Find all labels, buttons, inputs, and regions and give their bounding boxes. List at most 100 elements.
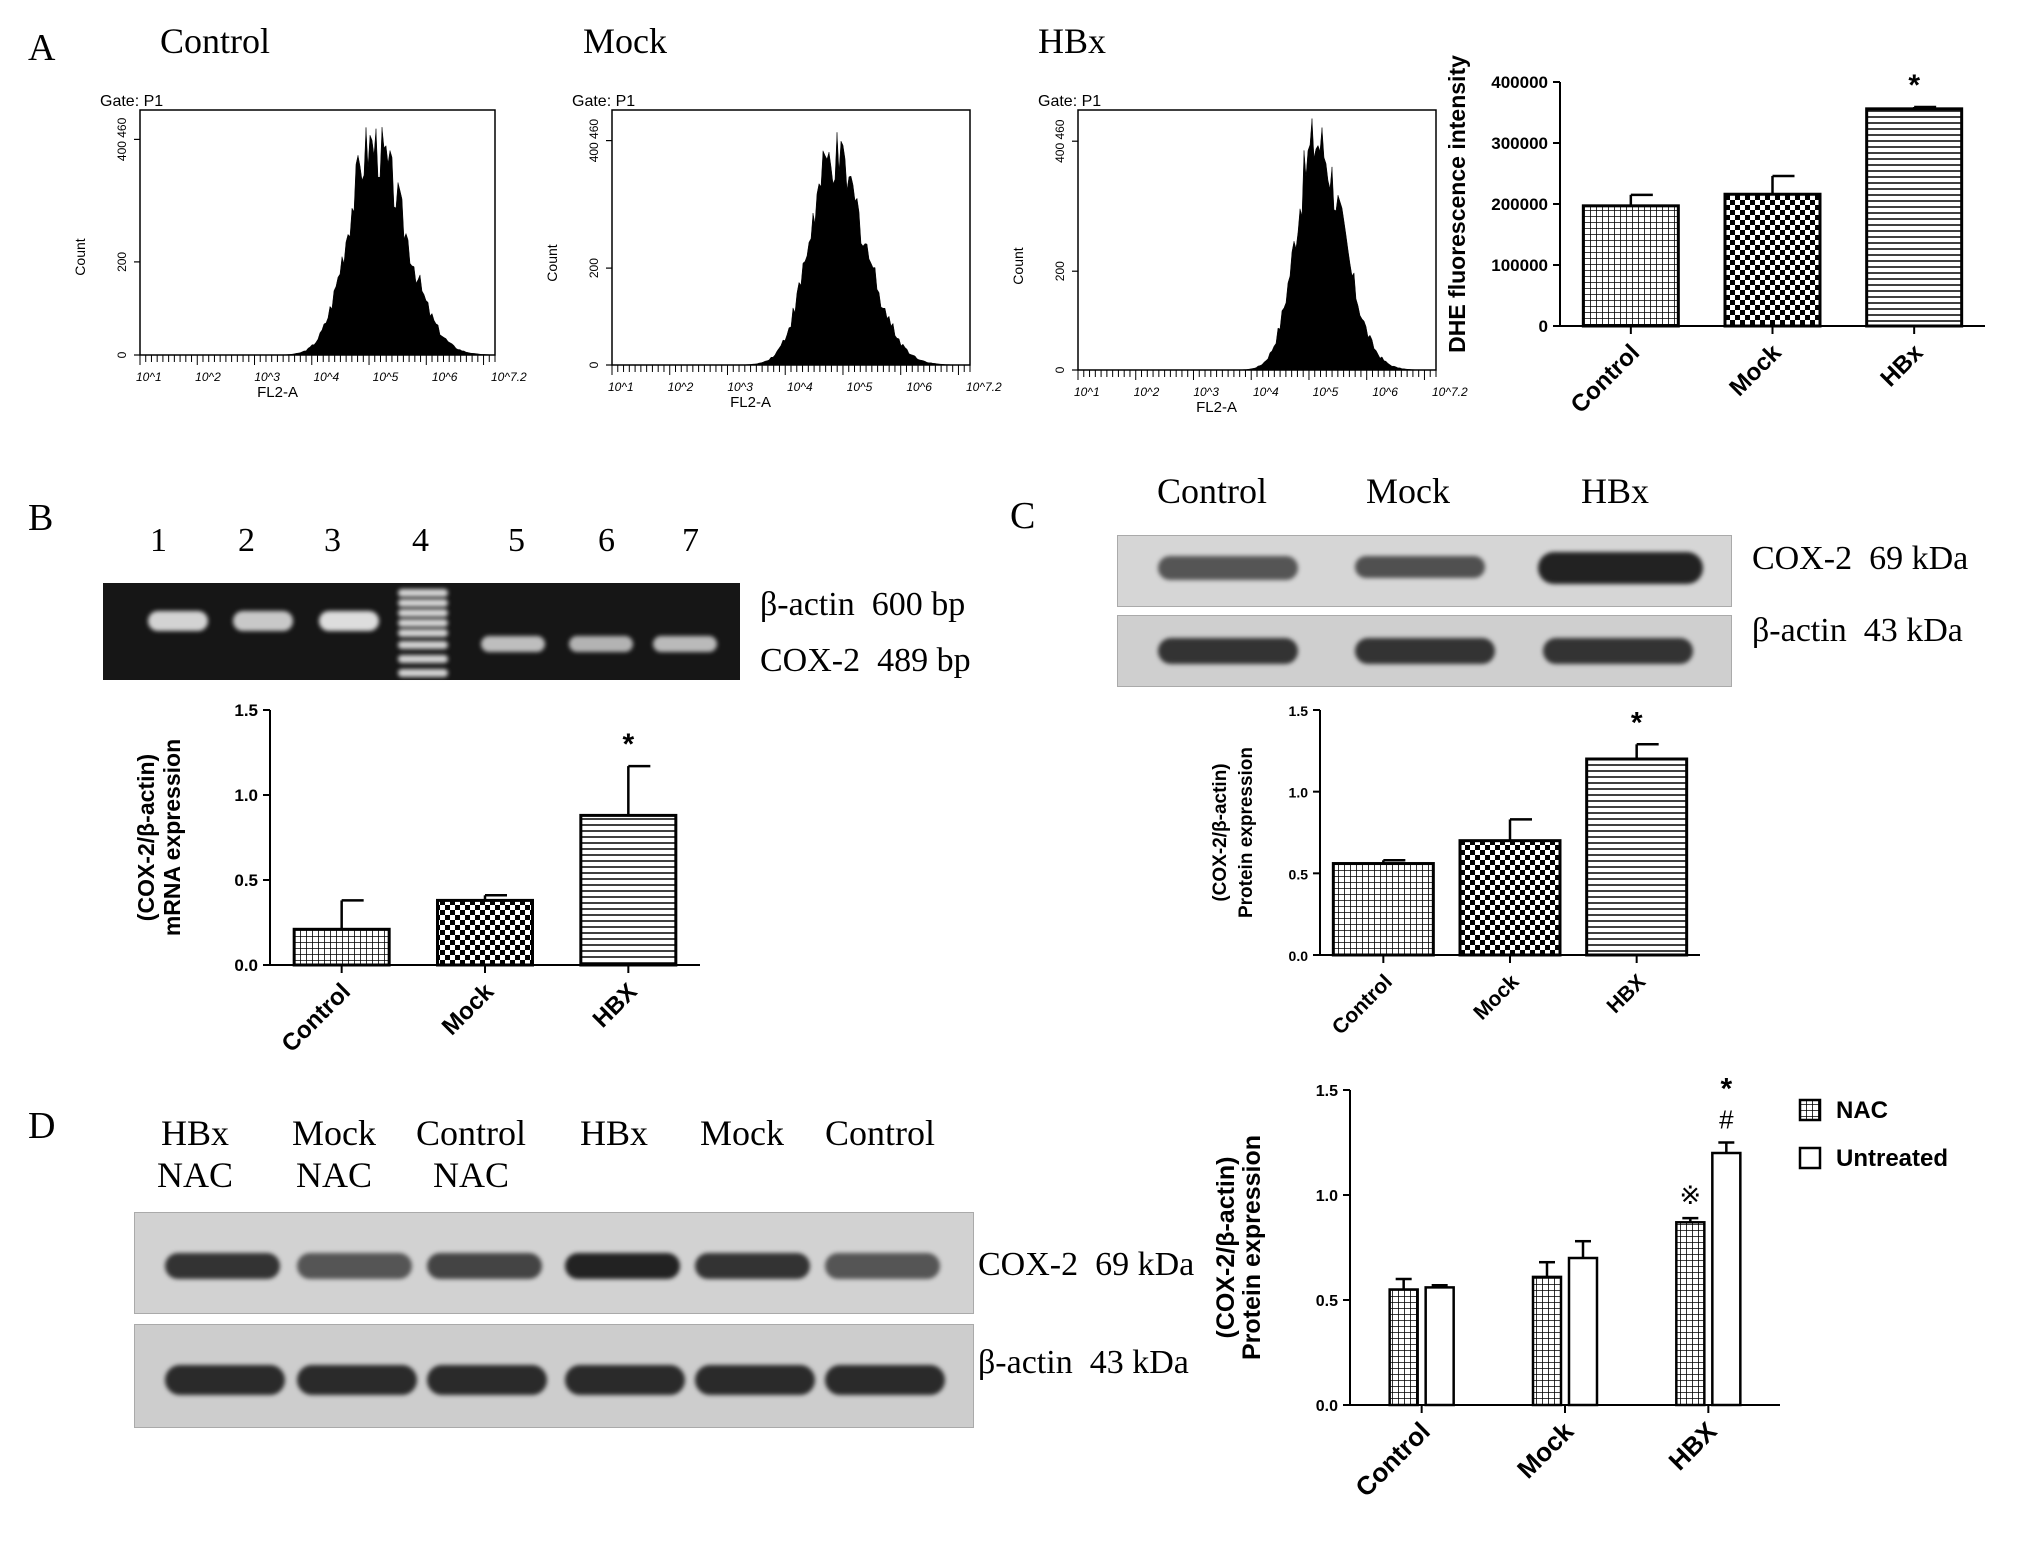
blot-d-actin-band-6	[825, 1365, 945, 1395]
blot-d-lane-label: Mock	[292, 1113, 376, 1153]
chart-ytick-label: 300000	[1491, 134, 1548, 153]
histogram-xtick-label: 10^3	[254, 370, 280, 384]
chart-ytick-label: 0.0	[1289, 948, 1309, 964]
blot-d-lane-label: Control	[825, 1113, 936, 1153]
blot-c-cox2-band-mock	[1355, 556, 1485, 578]
gel-lane-4: 4	[412, 522, 429, 559]
chart-ytick-label: 0.0	[234, 956, 258, 975]
chart-bar-nac	[1388, 1288, 1419, 1407]
panel-c-letter: C	[1010, 495, 1036, 537]
blot-c-lane-hbx: HBx	[1581, 471, 1650, 511]
histogram-xtick-label: 10^7.2	[491, 370, 527, 384]
gel-lane-7: 7	[682, 522, 699, 559]
blot-d-cox2-band-2	[297, 1253, 412, 1279]
chart-bar	[292, 927, 391, 967]
chart-protein_d: 0.0 0.5 1.0 1.5 Protein expression(COX-2/β-a…	[1212, 1073, 1948, 1503]
histogram-xtick-label: 10^1	[608, 380, 634, 394]
chart-bar	[1458, 839, 1562, 957]
histogram-xtick-label: 10^7.2	[966, 380, 1002, 394]
gel-lane-numbers: 1 2 3 4 5 6 7	[100, 522, 740, 566]
gel-ladder-band	[398, 589, 448, 597]
blot-d-actin-band-3	[427, 1365, 547, 1395]
gel-lane-6: 6	[598, 522, 615, 559]
gel-ladder-band	[398, 609, 448, 617]
blot-d-lane-labels: HBx NAC Mock NAC Control NAC HBx Mock Control	[130, 1112, 990, 1212]
histogram-ylabel: Count	[72, 238, 88, 275]
histogram-xlabel: FL2-A	[1196, 399, 1237, 416]
histogram-xtick-label: 10^2	[1134, 385, 1160, 399]
chart-category-label: Mock	[437, 978, 500, 1041]
chart-significance-mark: *	[1720, 1073, 1732, 1106]
blot-c-actin-band-hbx	[1543, 638, 1693, 664]
chart-bar-untreated	[1424, 1286, 1455, 1407]
blot-c-lane-mock: Mock	[1366, 471, 1450, 511]
gel-ladder-band	[398, 669, 448, 677]
histogram-xtick-label: 10^2	[195, 370, 221, 384]
chart-bar	[1331, 862, 1435, 957]
histogram-ytick-label: 0	[1053, 366, 1067, 373]
chart-legend-swatch	[1798, 1098, 1822, 1122]
gel-lane-5: 5	[508, 522, 525, 559]
blot-d-lane-2: Mock NAC	[292, 1112, 376, 1196]
agarose-gel	[103, 583, 740, 680]
chart-category-label: HBX	[588, 978, 643, 1033]
chart-ytick-label: 0.0	[1316, 1398, 1338, 1415]
histogram-xlabel: FL2-A	[257, 384, 298, 401]
histogram-xtick-label: 10^4	[1253, 385, 1279, 399]
blot-d-actin-band-5	[695, 1365, 815, 1395]
gel-band-cox2-5	[481, 636, 545, 652]
chart-protein_c: 0.0 0.5 1.0 1.5 Protein expression(COX-2/β-a…	[1210, 703, 1700, 1039]
blot-c-lane-control: Control	[1157, 471, 1268, 511]
chart-significance-mark: *	[1908, 69, 1920, 102]
chart-ytick-label: 1.5	[1289, 703, 1309, 719]
chart-mrna: 0.0 0.5 1.0 1.5 mRNA expression(COX-2/β-acti…	[133, 701, 700, 1058]
chart-category-label: Control	[1566, 339, 1645, 418]
blot-d-lane-label: Control	[416, 1113, 527, 1153]
blot-c-cox2-band-control	[1158, 556, 1298, 580]
chart-ylabel: Protein expression	[1236, 747, 1257, 918]
histogram-ytick-label: 400 460	[587, 119, 601, 163]
histogram-xtick-label: 10^6	[1372, 385, 1398, 399]
blot-d-actin-band-2	[297, 1365, 417, 1395]
histogram-ytick-label: 0	[587, 361, 601, 368]
histogram-ytick-label: 200	[115, 252, 129, 272]
gel-band-cox2-6	[569, 636, 633, 652]
chart-category-label: Control	[1328, 970, 1397, 1039]
blot-d-actin-band-4	[565, 1365, 685, 1395]
blot-d-cox2-strip	[134, 1212, 974, 1314]
chart-ytick-label: 1.0	[1316, 1188, 1338, 1205]
histogram-gate-label: Gate: P1	[1038, 93, 1101, 110]
histogram-title-mock: Mock	[583, 21, 667, 61]
histogram-xtick-label: 10^4	[314, 370, 340, 384]
blot-d-lane-treatment: NAC	[295, 1155, 372, 1195]
chart-category-label: HBx	[1875, 339, 1929, 393]
gel-label-cox2: COX-2 489 bp	[760, 642, 971, 679]
blot-d-lane-4: HBx	[580, 1112, 648, 1154]
gel-lane-2: 2	[238, 522, 255, 559]
chart-significance-mark: *	[622, 728, 634, 761]
blot-d-lane-label: Mock	[700, 1113, 784, 1153]
blot-c-cox2-band-hbx	[1538, 552, 1703, 584]
gel-lane-3: 3	[324, 522, 341, 559]
gel-band-beta-actin-2	[233, 611, 293, 631]
blot-d-lane-1: HBx NAC	[157, 1112, 233, 1196]
chart-ytick-label: 1.0	[234, 786, 258, 805]
blot-c-actin-strip	[1117, 615, 1732, 687]
chart-ytick-label: 100000	[1491, 256, 1548, 275]
blot-d-lane-label: HBx	[161, 1113, 230, 1153]
blot-d-lane-label: HBx	[580, 1113, 649, 1153]
chart-legend-label: Untreated	[1836, 1145, 1948, 1172]
histogram-mock: Gate: P1 0 200 400 460 Count 10^1 10^2 10^3 10^4…	[544, 93, 1002, 411]
chart-significance-mark: #	[1719, 1105, 1734, 1135]
chart-bar-nac	[1675, 1221, 1706, 1407]
blot-d-lane-3: Control NAC	[416, 1112, 526, 1196]
chart-category-label: Mock	[1724, 339, 1787, 402]
histogram-xlabel: FL2-A	[730, 394, 771, 411]
histogram-xtick-label: 10^1	[136, 370, 162, 384]
blot-d-actin-strip	[134, 1324, 974, 1428]
blot-d-lane-treatment: NAC	[157, 1155, 234, 1195]
blot-c-actin-band-control	[1158, 638, 1298, 664]
blot-c-label-actin: β-actin 43 kDa	[1752, 612, 1963, 649]
